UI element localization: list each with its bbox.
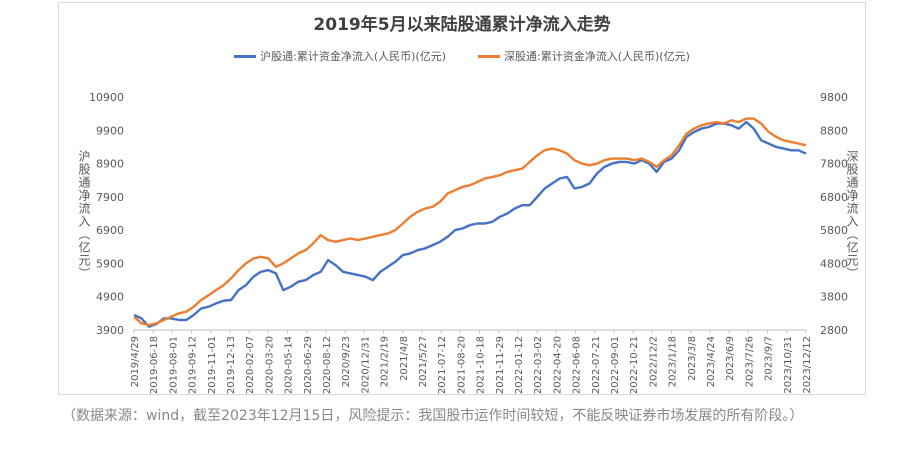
x-tick-label: 2019-12-13 — [226, 336, 237, 394]
x-tick-label: 2022-06-08 — [572, 336, 583, 394]
x-tick-label: 2020-05-14 — [284, 336, 295, 394]
x-tick-label: 2021/4/8 — [399, 336, 410, 381]
y-right-tick-label: 2800 — [820, 324, 848, 337]
chart-legend: 沪股通:累计资金净流入(人民币)(亿元) 深股通:累计资金净流入(人民币)(亿元… — [58, 48, 866, 64]
y-left-tick-label: 3900 — [96, 324, 124, 337]
x-tick-label: 2022-03-02 — [533, 336, 544, 394]
y-right-tick-label: 5800 — [820, 224, 848, 237]
x-tick-label: 2022-07-21 — [591, 336, 602, 394]
x-tick-label: 2021-11-29 — [495, 336, 506, 394]
x-tick-label: 2022/12/2 — [648, 336, 659, 387]
x-tick-label: 2023/7/26 — [744, 336, 755, 387]
x-tick-label: 2021-07-12 — [437, 336, 448, 394]
x-tick-label: 2022-04-20 — [552, 336, 563, 394]
legend-label-sh: 沪股通:累计资金净流入(人民币)(亿元) — [260, 50, 446, 63]
x-tick-label: 2021/2/19 — [380, 336, 391, 387]
x-tick-label: 2023/10/31 — [783, 336, 794, 394]
chart-title: 2019年5月以来陆股通累计净流入走势 — [313, 15, 611, 35]
y-axis-left-title: 沪股通净流入（亿元） — [77, 150, 91, 280]
y-left-tick-label: 4900 — [96, 291, 124, 304]
y-left-tick-label: 6900 — [96, 224, 124, 237]
x-tick-label: 2020-08-12 — [322, 336, 333, 394]
x-tick-label: 2023/6/9 — [725, 336, 736, 381]
legend-item-sh: 沪股通:累计资金净流入(人民币)(亿元) — [234, 48, 446, 64]
x-tick-label: 2021/5/27 — [418, 336, 429, 387]
x-tick-label: 2022-10-21 — [629, 336, 640, 394]
line-chart: 3900 4900 5900 6900 7900 8900 9900 10900 2800 380… — [89, 91, 848, 394]
y-left-tick-label: 5900 — [96, 257, 124, 270]
x-tick-label: 2022-09-01 — [610, 336, 621, 394]
x-tick-label: 2023/4/24 — [706, 336, 717, 387]
y-right-tick-label: 3800 — [820, 291, 848, 304]
y-right-tick-label: 6800 — [820, 191, 848, 204]
legend-item-sz: 深股通:累计资金净流入(人民币)(亿元) — [478, 48, 690, 64]
x-tick-label: 2020/12/31 — [360, 336, 371, 394]
x-tick-label: 2019-09-12 — [188, 336, 199, 394]
legend-label-sz: 深股通:累计资金净流入(人民币)(亿元) — [504, 50, 690, 63]
x-tick-label: 2021-08-20 — [456, 336, 467, 394]
x-tick-label: 2020-06-29 — [303, 336, 314, 394]
x-tick-label: 2020-03-20 — [264, 336, 275, 394]
x-tick-label: 2019/4/29 — [130, 336, 141, 387]
y-left-tick-label: 10900 — [89, 91, 124, 104]
y-axis-right-title: 深股通净流入（亿元） — [845, 150, 859, 280]
y-left-tick-label: 7900 — [96, 191, 124, 204]
y-right-tick-label: 4800 — [820, 257, 848, 270]
y-left-tick-label: 8900 — [96, 158, 124, 171]
series-line-sh — [133, 120, 807, 328]
legend-swatch-sz — [478, 54, 500, 58]
y-right-tick-label: 9800 — [820, 91, 848, 104]
x-tick-label: 2023/1/18 — [668, 336, 679, 387]
x-tick-label: 2019-11-01 — [207, 336, 218, 394]
x-tick-label: 2023/9/7 — [764, 336, 775, 381]
x-tick-label: 2021-10-18 — [476, 336, 487, 394]
source-caption: （数据来源：wind，截至2023年12月15日，风险提示：我国股市运作时间较短… — [62, 408, 804, 424]
x-tick-label: 2023/12/12 — [802, 336, 813, 394]
x-tick-label: 2019-08-01 — [168, 336, 179, 394]
y-right-tick-label: 7800 — [820, 158, 848, 171]
x-tick-label: 2020-02-07 — [245, 336, 256, 394]
legend-swatch-sh — [234, 54, 257, 58]
series-line-sz — [133, 117, 807, 327]
x-tick-label: 2019-06-18 — [149, 336, 160, 394]
x-tick-label: 2020/9/23 — [341, 336, 352, 387]
y-left-tick-label: 9900 — [96, 124, 124, 137]
x-tick-label: 2023/3/8 — [687, 336, 698, 381]
x-tick-label: 2022-01-12 — [514, 336, 525, 394]
y-right-tick-label: 8800 — [820, 124, 848, 137]
